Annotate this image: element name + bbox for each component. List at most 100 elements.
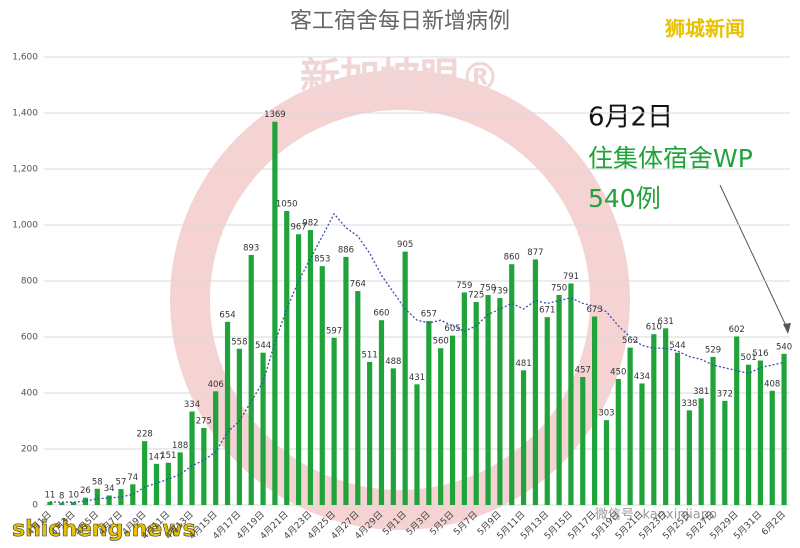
bar (307, 230, 314, 506)
bar (402, 251, 408, 505)
data-label: 338 (681, 399, 697, 409)
data-label: 228 (137, 430, 153, 440)
bar (603, 420, 610, 505)
bar (449, 335, 456, 505)
bar (686, 410, 692, 505)
data-label: 34 (104, 484, 115, 494)
arrow-head (783, 323, 791, 334)
bar (769, 390, 775, 505)
annotation: 住集体宿舍WP (588, 144, 753, 173)
data-label: 860 (504, 253, 520, 263)
data-label: 558 (231, 337, 247, 347)
bar (544, 317, 550, 505)
bar (461, 292, 467, 505)
bar (781, 353, 787, 505)
bar (224, 321, 231, 505)
bar (153, 463, 160, 505)
data-label: 516 (752, 349, 768, 359)
chart-title: 客工宿舍每日新增病例 (290, 9, 510, 34)
annotation-arrow (719, 184, 789, 331)
bar (520, 370, 527, 505)
annotation: 540例 (588, 184, 661, 213)
data-label: 673 (587, 305, 603, 315)
data-label: 602 (729, 325, 745, 335)
bar (757, 360, 763, 505)
data-label: 764 (350, 280, 366, 290)
bar (260, 352, 266, 505)
data-label: 750 (480, 284, 496, 294)
data-label: 905 (397, 240, 413, 250)
bar (532, 259, 539, 505)
data-label: 893 (243, 243, 259, 253)
data-label: 1050 (276, 200, 298, 210)
data-label: 11 (45, 490, 56, 500)
data-label: 725 (468, 291, 484, 301)
data-label: 886 (338, 245, 354, 255)
bar (71, 502, 77, 505)
data-label: 147 (148, 452, 164, 462)
watermark-ring (170, 70, 630, 530)
brand: 狮城新闻 (665, 17, 745, 41)
data-label: 739 (492, 287, 508, 297)
bar (189, 411, 195, 505)
data-label: 853 (314, 255, 330, 265)
data-label: 488 (385, 357, 401, 367)
data-label: 610 (646, 323, 662, 333)
bar (698, 398, 704, 505)
data-label: 151 (160, 451, 176, 461)
data-label: 605 (444, 324, 460, 334)
bar (343, 256, 349, 505)
bar (580, 377, 586, 505)
bar (426, 321, 432, 505)
y-tick-label: 1,600 (12, 53, 38, 63)
data-label: 57 (116, 478, 127, 488)
data-label: 334 (184, 400, 200, 410)
bar (663, 328, 669, 505)
bar (414, 384, 420, 505)
bar (745, 364, 752, 505)
bar (378, 320, 385, 505)
data-label: 544 (255, 341, 271, 351)
data-label: 10 (68, 491, 79, 501)
data-label: 501 (740, 353, 756, 363)
y-tick-label: 200 (21, 445, 38, 455)
bar (355, 291, 361, 505)
data-label: 26 (80, 486, 91, 496)
data-label: 58 (92, 477, 103, 487)
y-tick-label: 600 (21, 333, 38, 343)
bar (568, 283, 574, 505)
bar (142, 441, 148, 505)
bar (473, 302, 479, 505)
data-label: 303 (598, 409, 614, 419)
bar (118, 489, 124, 505)
data-label: 372 (717, 389, 733, 399)
annotation: 6月2日 (588, 103, 673, 133)
bar (710, 356, 716, 505)
data-label: 406 (208, 380, 224, 390)
y-tick-label: 800 (21, 277, 38, 287)
y-tick-label: 1,200 (12, 165, 38, 175)
data-label: 544 (669, 341, 685, 351)
bar (94, 488, 100, 505)
data-label: 967 (290, 223, 306, 233)
data-label: 275 (196, 417, 212, 427)
bar (165, 462, 171, 505)
bar (509, 264, 515, 505)
data-label: 791 (563, 272, 579, 282)
bar (615, 379, 621, 505)
bar (295, 234, 302, 506)
bar (592, 316, 598, 505)
bar (556, 295, 562, 505)
y-tick-label: 400 (21, 389, 38, 399)
wechat: 微信号: kanxinjiapo (595, 508, 717, 523)
bar (497, 298, 503, 505)
bar (272, 121, 278, 506)
bar (284, 211, 290, 505)
data-label: 562 (622, 336, 638, 346)
bar (367, 361, 373, 505)
bar (201, 428, 207, 505)
data-label: 671 (539, 306, 555, 316)
data-label: 759 (456, 281, 472, 291)
data-label: 597 (326, 326, 342, 336)
